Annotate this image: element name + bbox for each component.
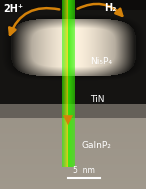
Text: GaInP₂: GaInP₂ <box>82 140 112 149</box>
Text: Ni₅P₄: Ni₅P₄ <box>90 57 112 67</box>
Text: 5  nm: 5 nm <box>73 166 95 175</box>
Text: TiN: TiN <box>90 95 105 105</box>
Text: 2H⁺: 2H⁺ <box>3 4 23 14</box>
Text: H₂: H₂ <box>104 3 116 13</box>
